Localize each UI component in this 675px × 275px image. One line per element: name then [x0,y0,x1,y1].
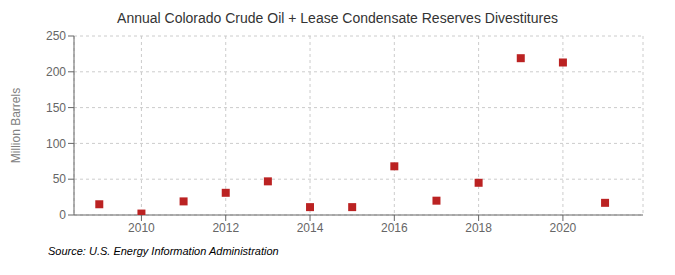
svg-text:2012: 2012 [212,221,239,235]
svg-text:2014: 2014 [297,221,324,235]
html-text:Source: U.S. Energy Informatio: Source: U.S. Energy Information Administ… [48,245,279,257]
svg-text:2010: 2010 [128,221,155,235]
svg-text:0: 0 [59,208,66,222]
svg-text:250: 250 [46,29,66,43]
svg-text:2020: 2020 [550,221,577,235]
svg-text:100: 100 [46,137,66,151]
html-text:Annual Colorado Crude Oil + Le: Annual Colorado Crude Oil + Lease Conden… [117,10,558,26]
svg-text:200: 200 [46,65,66,79]
svg-text:2016: 2016 [381,221,408,235]
svg-text:50: 50 [53,172,67,186]
svg-text:2018: 2018 [465,221,492,235]
svg-text:Million Barrels: Million Barrels [9,88,23,163]
svg-text:150: 150 [46,101,66,115]
